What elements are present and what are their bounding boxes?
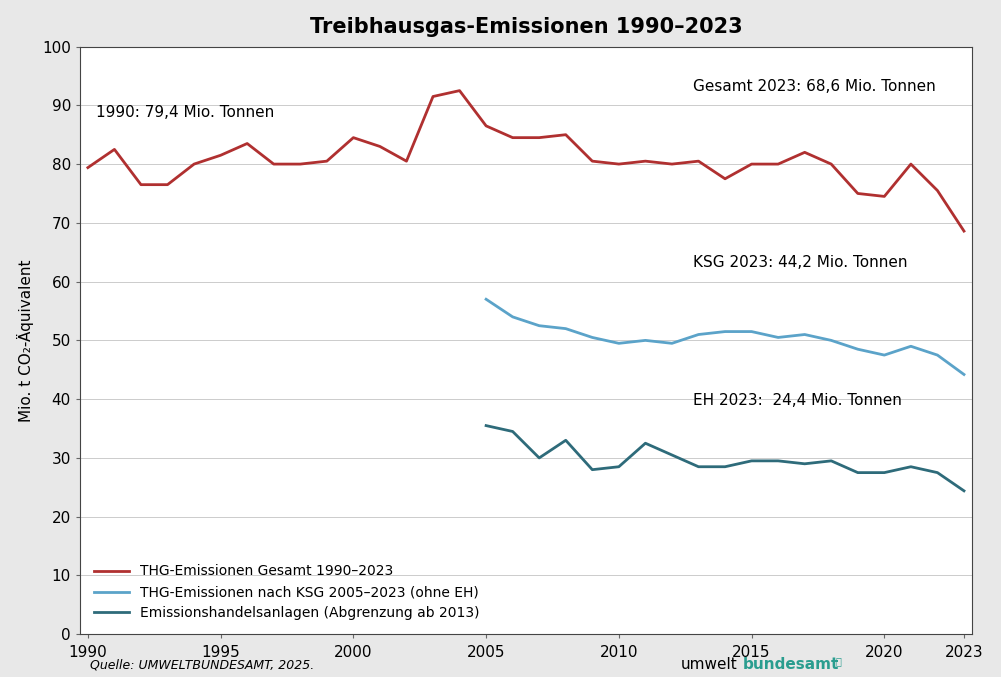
Title: Treibhausgas-Emissionen 1990–2023: Treibhausgas-Emissionen 1990–2023 xyxy=(309,17,743,37)
Text: Gesamt 2023: 68,6 Mio. Tonnen: Gesamt 2023: 68,6 Mio. Tonnen xyxy=(693,79,936,93)
Legend: THG-Emissionen Gesamt 1990–2023, THG-Emissionen nach KSG 2005–2023 (ohne EH), Em: THG-Emissionen Gesamt 1990–2023, THG-Emi… xyxy=(87,557,486,628)
Text: KSG 2023: 44,2 Mio. Tonnen: KSG 2023: 44,2 Mio. Tonnen xyxy=(693,255,908,270)
Text: 1990: 79,4 Mio. Tonnen: 1990: 79,4 Mio. Tonnen xyxy=(96,105,274,120)
Text: umwelt: umwelt xyxy=(681,657,738,672)
Text: bundesamt: bundesamt xyxy=(743,657,839,672)
Y-axis label: Mio. t CO₂-Äquivalent: Mio. t CO₂-Äquivalent xyxy=(17,259,34,422)
Text: Ⓞ: Ⓞ xyxy=(836,656,842,666)
Text: Quelle: UMWELTBUNDESAMT, 2025.: Quelle: UMWELTBUNDESAMT, 2025. xyxy=(90,659,314,672)
Text: EH 2023:  24,4 Mio. Tonnen: EH 2023: 24,4 Mio. Tonnen xyxy=(693,393,902,408)
